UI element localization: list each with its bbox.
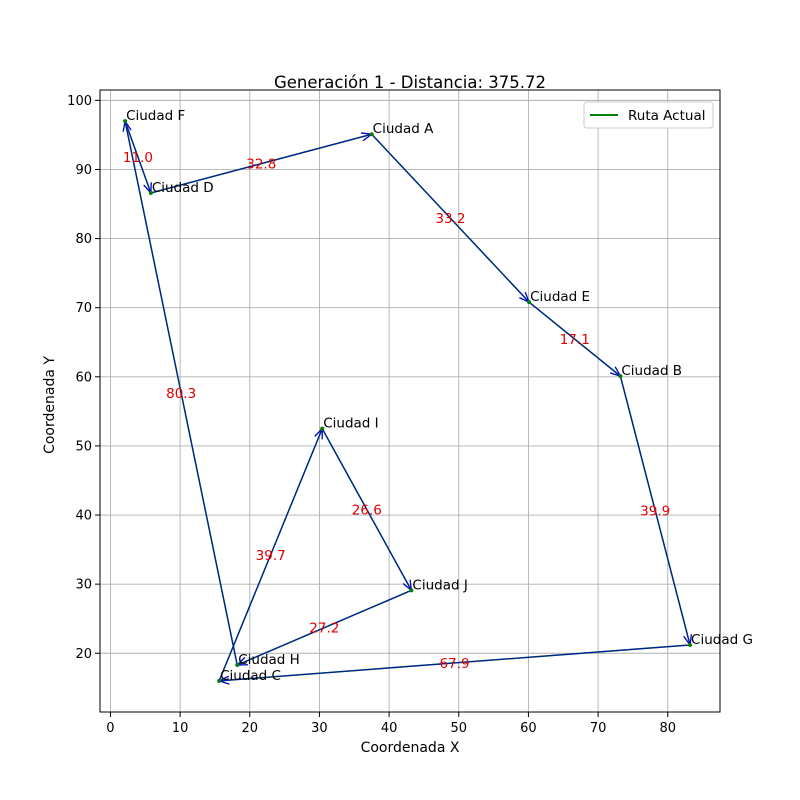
x-tick-label: 20 xyxy=(242,721,259,736)
city-markers xyxy=(123,119,693,683)
city-point xyxy=(217,678,222,683)
city-label: Ciudad A xyxy=(373,121,434,137)
chart-title: Generación 1 - Distancia: 375.72 xyxy=(274,73,546,92)
y-tick-label: 100 xyxy=(67,94,92,109)
x-tick-label: 40 xyxy=(381,721,398,736)
plot-frame xyxy=(99,89,721,713)
legend: Ruta Actual xyxy=(583,101,714,129)
city-label: Ciudad I xyxy=(323,416,378,432)
city-point xyxy=(235,663,240,668)
route-arrow-shaft xyxy=(150,133,371,194)
route-arrow-shaft xyxy=(619,375,691,645)
city-point xyxy=(320,426,325,431)
y-tick-label: 90 xyxy=(75,163,92,178)
x-tick-label: 0 xyxy=(106,721,114,736)
x-tick-label: 30 xyxy=(311,721,328,736)
y-tick-label: 20 xyxy=(75,647,92,662)
route-arrow-shaft xyxy=(124,121,238,666)
labels: 33.2 17.1 39.9 67.9 39.7 26.6 27.2 80.3 11.0 32.8… xyxy=(123,108,753,684)
x-tick-label: 10 xyxy=(172,721,189,736)
city-point xyxy=(148,190,153,195)
city-label: Ciudad H xyxy=(238,652,300,668)
distance-label: 32.8 xyxy=(246,157,276,173)
city-point xyxy=(688,642,693,647)
y-tick-label: 60 xyxy=(75,370,92,385)
city-label: Ciudad E xyxy=(530,289,590,305)
city-label: Ciudad C xyxy=(220,668,281,684)
route-arrow-shaft xyxy=(220,644,691,682)
route-arrow-shaft xyxy=(218,429,323,682)
route-arrow-shaft xyxy=(321,428,412,590)
y-tick-label: 70 xyxy=(75,301,92,316)
legend-label: Ruta Actual xyxy=(628,108,705,124)
y-tick-label: 80 xyxy=(75,232,92,247)
y-tick-label: 40 xyxy=(75,509,92,524)
city-point xyxy=(123,119,128,124)
distance-label: 67.9 xyxy=(440,656,470,672)
x-tick-label: 50 xyxy=(450,721,467,736)
y-axis-title: Coordenada Y xyxy=(42,356,58,454)
city-point xyxy=(409,588,414,593)
distance-label: 17.1 xyxy=(560,332,590,348)
distance-label: 39.9 xyxy=(640,504,670,520)
x-axis-title: Coordenada X xyxy=(361,740,460,756)
x-tick-label: 60 xyxy=(520,721,537,736)
route-arrow-shaft xyxy=(124,120,152,193)
city-label: Ciudad G xyxy=(691,632,753,648)
city-point xyxy=(527,300,532,305)
city-label: Ciudad B xyxy=(621,363,682,379)
distance-label: 26.6 xyxy=(352,503,382,519)
route-arrow-shaft xyxy=(371,133,529,302)
distance-label: 33.2 xyxy=(435,211,465,227)
distance-label: 80.3 xyxy=(166,386,196,402)
axis-ticks: 0 10 20 30 40 50 60 70 80 20 30 40 50 60 70 80 90 100 xyxy=(67,94,676,736)
route-lines xyxy=(122,119,693,685)
city-point xyxy=(369,132,374,137)
y-tick-label: 30 xyxy=(75,578,92,593)
distance-label: 11.0 xyxy=(123,150,153,166)
legend-box xyxy=(583,101,714,129)
route-arrow-shaft xyxy=(528,301,621,376)
x-tick-label: 70 xyxy=(590,721,607,736)
route-arrow-shaft xyxy=(237,589,412,666)
distance-label: 39.7 xyxy=(256,548,286,564)
city-label: Ciudad J xyxy=(412,577,467,593)
city-label: Ciudad F xyxy=(126,108,185,124)
y-tick-label: 50 xyxy=(75,439,92,454)
city-label: Ciudad D xyxy=(152,180,214,196)
x-tick-label: 80 xyxy=(659,721,676,736)
city-point xyxy=(618,374,623,379)
distance-label: 27.2 xyxy=(309,621,339,637)
